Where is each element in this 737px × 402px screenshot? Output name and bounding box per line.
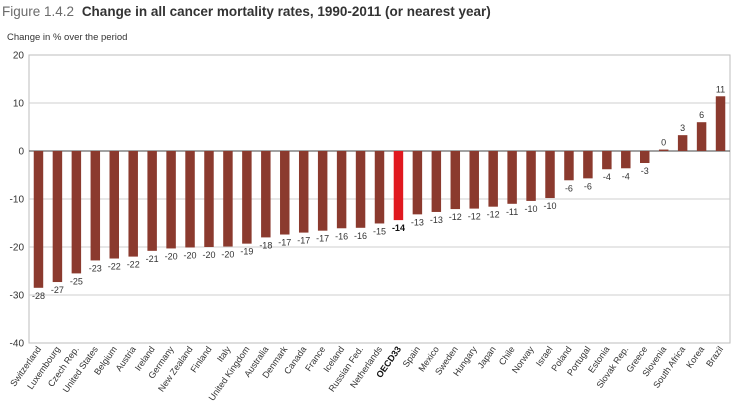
data-label: -17 (316, 234, 329, 244)
bar (223, 151, 233, 247)
bar (166, 151, 176, 249)
bar (488, 151, 498, 207)
data-label: 6 (699, 110, 704, 120)
category-label: Japan (476, 344, 498, 370)
y-tick-label: -40 (10, 339, 25, 350)
data-label: -21 (146, 254, 159, 264)
y-tick-label: -20 (10, 243, 25, 254)
data-label: -19 (240, 247, 253, 257)
y-tick-label: 0 (18, 147, 24, 158)
bar (602, 151, 612, 170)
bar (185, 151, 195, 248)
category-label: Korea (684, 344, 706, 369)
bar (317, 151, 328, 231)
bar (677, 135, 688, 151)
category-label: Brazil (704, 344, 725, 368)
bar (658, 149, 669, 151)
bar (355, 151, 366, 228)
data-label: -6 (565, 183, 573, 193)
bar (640, 151, 650, 163)
data-label: -17 (297, 236, 310, 246)
bar (374, 151, 385, 224)
data-label: -14 (392, 223, 405, 233)
data-label: -23 (89, 263, 102, 273)
bar (128, 151, 138, 257)
data-label: 11 (716, 84, 725, 94)
data-label: -20 (165, 251, 178, 261)
bar (621, 151, 631, 169)
bar (90, 151, 101, 261)
data-label: -16 (335, 231, 348, 241)
data-label: -13 (411, 217, 424, 227)
bar (507, 151, 517, 204)
data-label: -20 (221, 250, 234, 260)
y-axis-label: Change in % over the period (7, 32, 128, 43)
bar (545, 151, 555, 199)
bar (298, 151, 309, 233)
data-label: 0 (661, 138, 666, 148)
data-label: -22 (127, 260, 140, 270)
data-label: -12 (449, 212, 462, 222)
data-label: 3 (680, 123, 685, 133)
data-label: -20 (184, 250, 197, 260)
y-tick-label: 10 (13, 99, 25, 110)
data-label: -17 (278, 238, 291, 248)
data-label: -15 (373, 226, 386, 236)
chart-title: Figure 1.4.2 Change in all cancer mortal… (2, 4, 491, 19)
bar (109, 151, 119, 259)
figure-number: Figure 1.4.2 (2, 4, 75, 19)
bar (261, 151, 271, 238)
data-label: -3 (641, 166, 649, 176)
y-tick-label: -30 (10, 291, 25, 302)
bar (583, 151, 593, 179)
data-label: -27 (51, 285, 64, 295)
bar (71, 151, 82, 274)
figure-title: Change in all cancer mortality rates, 19… (81, 4, 491, 19)
data-label: -11 (506, 207, 518, 217)
y-tick-label: 20 (13, 51, 25, 62)
data-label: -6 (584, 181, 592, 191)
bar (450, 151, 461, 210)
y-tick-label: -10 (10, 195, 25, 206)
data-label: -12 (468, 212, 481, 222)
data-label: -25 (70, 276, 83, 286)
bar (280, 151, 290, 235)
bar (242, 151, 252, 244)
bar (204, 151, 214, 247)
category-label: Italy (215, 344, 233, 364)
bar (52, 151, 63, 283)
bar (336, 151, 347, 229)
bar (412, 151, 423, 215)
bar (564, 151, 574, 181)
data-label: -20 (202, 250, 215, 260)
data-label: -16 (354, 231, 367, 241)
bar (431, 151, 442, 212)
data-label: -4 (622, 171, 630, 181)
data-label: -4 (603, 172, 611, 182)
data-label: -22 (108, 262, 121, 272)
bar (393, 151, 404, 221)
bar (147, 151, 157, 251)
data-label: -13 (430, 215, 443, 225)
data-label: -12 (487, 210, 500, 220)
bar (696, 122, 707, 151)
bar (715, 96, 726, 151)
data-label: -10 (525, 204, 538, 214)
data-label: -18 (259, 240, 272, 250)
data-label: -10 (544, 201, 557, 211)
bar (33, 151, 44, 288)
bar (526, 151, 536, 201)
data-label: -28 (32, 291, 45, 301)
bar (469, 151, 479, 209)
